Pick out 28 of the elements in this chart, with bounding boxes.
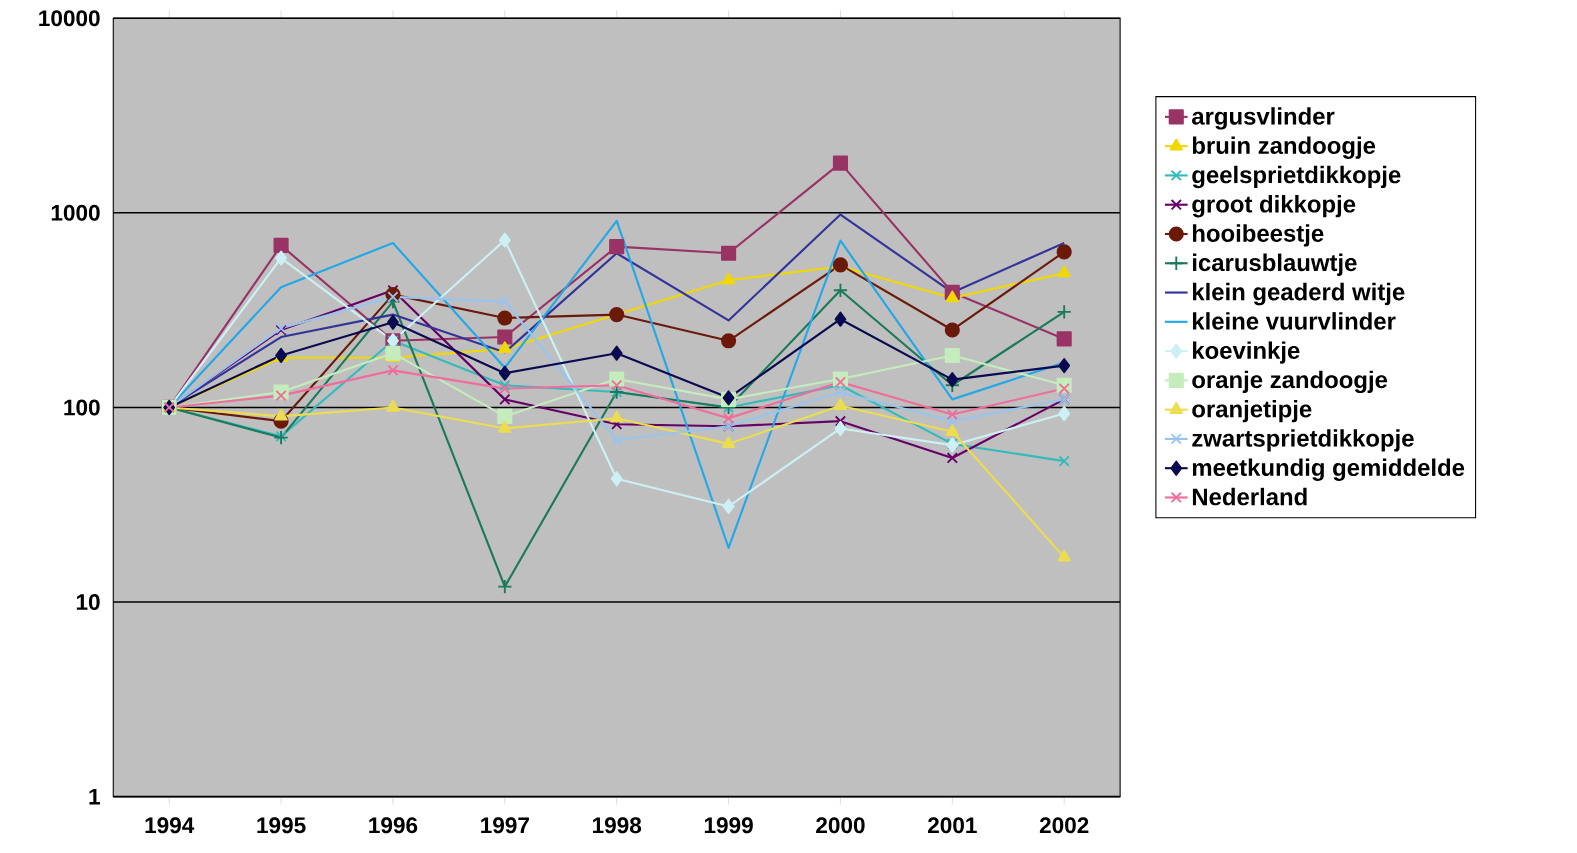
legend-label: kleine vuurvlinder	[1192, 312, 1396, 330]
legend-label: groot dikkopje	[1192, 194, 1356, 218]
legend-label: hooibeestje	[1192, 224, 1324, 247]
legend-label: geelsprietdikkopje	[1192, 165, 1401, 189]
legend-label: argusvlinder	[1192, 107, 1335, 130]
legend-label: icarusblauwtje	[1192, 253, 1357, 276]
legend-label: zwartsprietdikkopje	[1192, 429, 1414, 452]
x-tick-label: 1994	[145, 817, 195, 834]
legend-label: oranjetipje	[1192, 399, 1312, 423]
x-tick-label: 2001	[928, 817, 977, 834]
x-tick-label: 1998	[593, 817, 642, 834]
legend-label: Nederland	[1192, 487, 1307, 506]
legend-label: koevinkje	[1192, 341, 1300, 364]
x-tick-label: 2002	[1039, 817, 1089, 834]
x-tick-label: 1999	[704, 817, 753, 834]
y-tick-label: 1000	[51, 204, 100, 221]
y-tick-label: 10000	[39, 10, 100, 27]
legend-label: meetkundig gemiddelde	[1192, 458, 1465, 481]
legend-label: oranje zandoogje	[1192, 370, 1388, 393]
x-tick-label: 2000	[816, 817, 865, 834]
x-tick-label: 1997	[481, 817, 529, 834]
y-tick-label: 10	[76, 593, 100, 610]
y-tick-label: 100	[64, 399, 100, 416]
x-tick-label: 1996	[369, 817, 418, 834]
y-tick-label: 1	[89, 788, 100, 805]
legend-label: bruin zandoogje	[1192, 136, 1376, 159]
legend-label: klein geaderd witje	[1192, 282, 1405, 306]
x-tick-label: 1995	[257, 817, 306, 834]
